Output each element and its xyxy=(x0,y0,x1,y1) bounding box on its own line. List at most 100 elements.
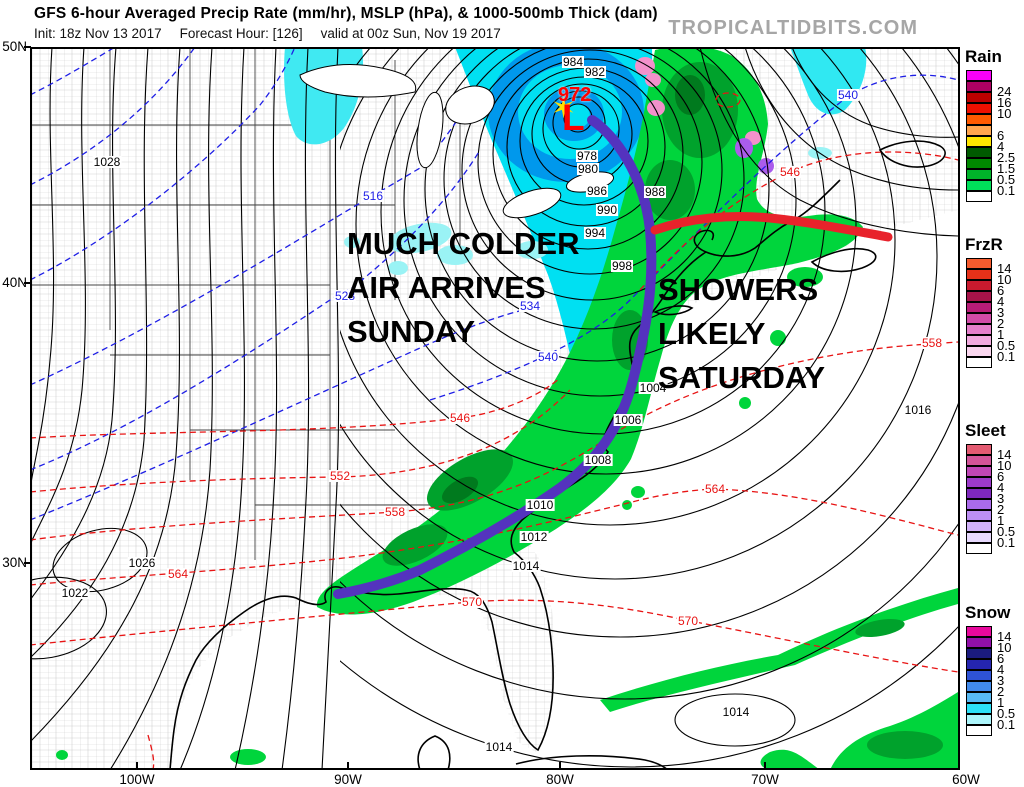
legend-value-label: 14 xyxy=(997,447,1012,462)
legend-color-box xyxy=(966,626,992,637)
legend-color-box xyxy=(966,180,992,191)
legend-color-box xyxy=(966,681,992,692)
legend-color-box xyxy=(966,488,992,499)
pressure-label: 1008 xyxy=(583,453,613,467)
legend-color-box xyxy=(966,670,992,681)
legend-value-label: 4 xyxy=(997,662,1005,677)
legend-color-box xyxy=(966,335,992,346)
legend-row: 3 xyxy=(966,302,1024,319)
pressure-label: 982 xyxy=(583,65,607,79)
legend-color-box xyxy=(966,291,992,302)
legend-value-label: 0.1 xyxy=(997,535,1016,550)
legend-row: 0.5 xyxy=(966,703,1024,720)
lat-label: 50N xyxy=(2,39,27,54)
great-lakes xyxy=(299,64,615,219)
legend-value-label: 6 xyxy=(997,469,1005,484)
pressure-label: 998 xyxy=(610,259,634,273)
legend-value-label: 3 xyxy=(997,673,1005,688)
legend-color-box xyxy=(966,269,992,280)
legend-row: 6 xyxy=(966,648,1024,665)
legend-value-label: 4 xyxy=(997,480,1005,495)
legend-value-label: 3 xyxy=(997,305,1005,320)
legend-color-box xyxy=(966,280,992,291)
forecast-hour: Forecast Hour: [126] xyxy=(179,26,303,41)
legend-row: 24 xyxy=(966,81,1024,98)
legend-section-snow: Snow 14 10 6 4 3 2 1 0.5 0.1 xyxy=(962,603,1024,736)
legend-row: 1 xyxy=(966,692,1024,709)
legend-value-label: 16 xyxy=(997,95,1012,110)
annotation-red-line xyxy=(650,212,893,242)
legend-color-box xyxy=(966,466,992,477)
lon-tick xyxy=(347,762,349,769)
legend-value-label: 0.5 xyxy=(997,524,1016,539)
legend-color-box xyxy=(966,444,992,455)
legend-row: 14 xyxy=(966,444,1024,461)
valid-time: valid at 00z Sun, Nov 19 2017 xyxy=(320,26,501,41)
legend-row xyxy=(966,357,1024,368)
pressure-label: 1010 xyxy=(525,498,555,512)
legend-color-box xyxy=(966,543,992,554)
pressure-label: 1014 xyxy=(511,559,541,573)
lon-tick xyxy=(764,762,766,769)
lon-label: 80W xyxy=(546,772,574,787)
rain-shade-atlantic-band xyxy=(600,588,958,712)
legend-row: 10 xyxy=(966,103,1024,120)
pressure-label: 980 xyxy=(576,162,600,176)
legend-row: 6 xyxy=(966,125,1024,142)
isobar-outer-rings xyxy=(340,48,959,768)
thickness-label-red: 552 xyxy=(328,469,352,483)
legend-value-label: 0.1 xyxy=(997,717,1016,732)
snow-shade-patches xyxy=(344,147,832,275)
legend-color-box xyxy=(966,499,992,510)
legend-title: FrzR xyxy=(965,235,1003,254)
legend-color-box xyxy=(966,455,992,466)
legend-color-box xyxy=(966,532,992,543)
legend-value-label: 2 xyxy=(997,502,1005,517)
legend-row: 10 xyxy=(966,455,1024,472)
legend-value-label: 3 xyxy=(997,491,1005,506)
legend-row: 16 xyxy=(966,92,1024,109)
legend-section-rain: Rain 24 16 10 6 4 2.5 1.5 0.5 0.1 xyxy=(962,47,1024,202)
legend-value-label: 0.5 xyxy=(997,172,1016,187)
legend-color-box xyxy=(966,357,992,368)
legend-row: 4 xyxy=(966,659,1024,676)
thickness-label-red: 564 xyxy=(166,567,190,581)
legend-row: 2 xyxy=(966,681,1024,698)
site-watermark: TROPICALTIDBITS.COM xyxy=(668,17,918,39)
legend-color-box xyxy=(966,510,992,521)
thickness-label-blue: 534 xyxy=(518,299,542,313)
legend-value-label: 2 xyxy=(997,684,1005,699)
legend-title: Snow xyxy=(965,603,1011,622)
legend-title: Sleet xyxy=(965,421,1006,440)
rain-shade-atlantic-small xyxy=(760,749,819,769)
thickness-label-red: 546 xyxy=(448,411,472,425)
lon-tick xyxy=(136,762,138,769)
legend-color-box xyxy=(966,637,992,648)
low-pressure-marker: L xyxy=(562,97,585,138)
legend-row: 2.5 xyxy=(966,147,1024,164)
rain-shade-atlantic-dark xyxy=(855,619,943,759)
init-time: Init: 18z Nov 13 2017 xyxy=(34,26,162,41)
lon-label: 60W xyxy=(952,772,980,787)
thickness-label-blue: 528 xyxy=(333,289,357,303)
lon-label: 90W xyxy=(334,772,362,787)
legend-color-box xyxy=(966,258,992,269)
legend-row: 0.1 xyxy=(966,180,1024,197)
legend-color-box xyxy=(966,147,992,158)
legend-color-box xyxy=(966,324,992,335)
legend-value-label: 1.5 xyxy=(997,161,1016,176)
legend-color-box xyxy=(966,70,992,81)
legend-color-box xyxy=(966,169,992,180)
legend-row: 0.1 xyxy=(966,532,1024,549)
legend-row: 3 xyxy=(966,488,1024,505)
legend-row: 0.1 xyxy=(966,346,1024,363)
legend-color-box xyxy=(966,81,992,92)
annotation-much-colder: MUCH COLDER AIR ARRIVES SUNDAY xyxy=(347,226,580,349)
lon-label: 70W xyxy=(751,772,779,787)
legend-row: 2 xyxy=(966,499,1024,516)
pressure-label: 978 xyxy=(575,149,599,163)
pressure-label: 1012 xyxy=(519,530,549,544)
legend-section-sleet: Sleet 14 10 6 4 3 2 1 0.5 0.1 xyxy=(962,421,1024,554)
legend-row: 10 xyxy=(966,269,1024,286)
legend-color-box xyxy=(966,114,992,125)
